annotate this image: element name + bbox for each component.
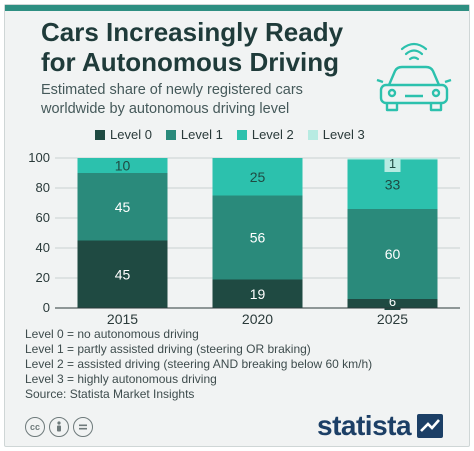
data-label: 60 xyxy=(385,246,401,262)
legend-swatch xyxy=(307,129,318,140)
chart-title: Cars Increasingly Ready for Autonomous D… xyxy=(41,17,344,77)
bar-segment xyxy=(212,195,303,280)
bar-segment xyxy=(212,158,303,196)
legend-item-level3: Level 3 xyxy=(307,127,365,142)
statista-logo[interactable]: statista xyxy=(317,410,444,442)
data-label: 10 xyxy=(115,158,131,174)
statista-mark-icon xyxy=(417,414,444,438)
bar-segment xyxy=(212,279,303,308)
bar-segment xyxy=(77,173,168,241)
data-label: 25 xyxy=(250,169,266,185)
note-line: Level 2 = assisted driving (steering AND… xyxy=(25,357,373,371)
nd-icon[interactable] xyxy=(73,417,93,437)
legend-swatch xyxy=(165,129,176,140)
bar-segment xyxy=(347,209,438,299)
data-label-background xyxy=(384,296,401,310)
note-line: Level 3 = highly autonomous driving xyxy=(25,372,217,386)
data-label: 1 xyxy=(389,156,396,171)
data-label: 6 xyxy=(389,294,396,309)
legend-swatch xyxy=(95,129,105,140)
y-tick-label: 60 xyxy=(36,210,50,225)
x-tick-label: 2015 xyxy=(107,311,138,327)
bar-segment xyxy=(77,240,168,308)
by-icon[interactable] xyxy=(49,417,69,437)
bar-segment xyxy=(77,158,168,173)
infographic-card: Cars Increasingly Ready for Autonomous D… xyxy=(4,4,470,447)
stacked-bar-chart: 0 20 40 60 80 100 45 45 10 2015 19 56 25 2020 6 60 33 1 20… xyxy=(28,150,460,327)
brand-name: statista xyxy=(317,410,412,441)
y-tick-label: 80 xyxy=(36,180,50,195)
note-line: Level 1 = partly assisted driving (steer… xyxy=(25,342,311,356)
cc-icon[interactable]: cc xyxy=(25,417,45,437)
legend-swatch xyxy=(236,129,247,140)
chart-subtitle: Estimated share of newly registered cars… xyxy=(41,82,303,117)
y-tick-label: 100 xyxy=(28,150,50,165)
data-label-background xyxy=(384,158,401,172)
y-tick-label: 40 xyxy=(36,240,50,255)
license-icons: cc xyxy=(25,417,93,437)
legend-item-level2: Level 2 xyxy=(236,127,294,142)
y-tick-label: 0 xyxy=(43,300,50,315)
x-tick-label: 2025 xyxy=(377,311,408,327)
data-label: 45 xyxy=(115,266,131,282)
note-line: Level 0 = no autonomous driving xyxy=(25,327,199,341)
data-label: 19 xyxy=(250,286,266,302)
chart-notes: Level 0 = no autonomous driving Level 1 … xyxy=(25,327,372,402)
legend-label: Level 3 xyxy=(322,127,365,142)
data-label: 45 xyxy=(115,199,131,215)
data-label: 56 xyxy=(250,230,266,246)
legend-label: Level 1 xyxy=(180,127,223,142)
data-label: 33 xyxy=(385,176,401,192)
legend-item-level1: Level 1 xyxy=(165,127,223,142)
source-line: Source: Statista Market Insights xyxy=(25,387,195,401)
autonomous-car-icon xyxy=(376,42,452,112)
x-tick-label: 2020 xyxy=(242,311,273,327)
legend-label: Level 0 xyxy=(110,127,152,142)
top-accent-bar xyxy=(5,5,469,11)
legend-label: Level 2 xyxy=(251,127,294,142)
y-tick-label: 20 xyxy=(36,270,50,285)
chart-legend: Level 0 Level 1 Level 2 Level 3 xyxy=(95,127,365,142)
legend-item-level0: Level 0 xyxy=(95,127,152,142)
